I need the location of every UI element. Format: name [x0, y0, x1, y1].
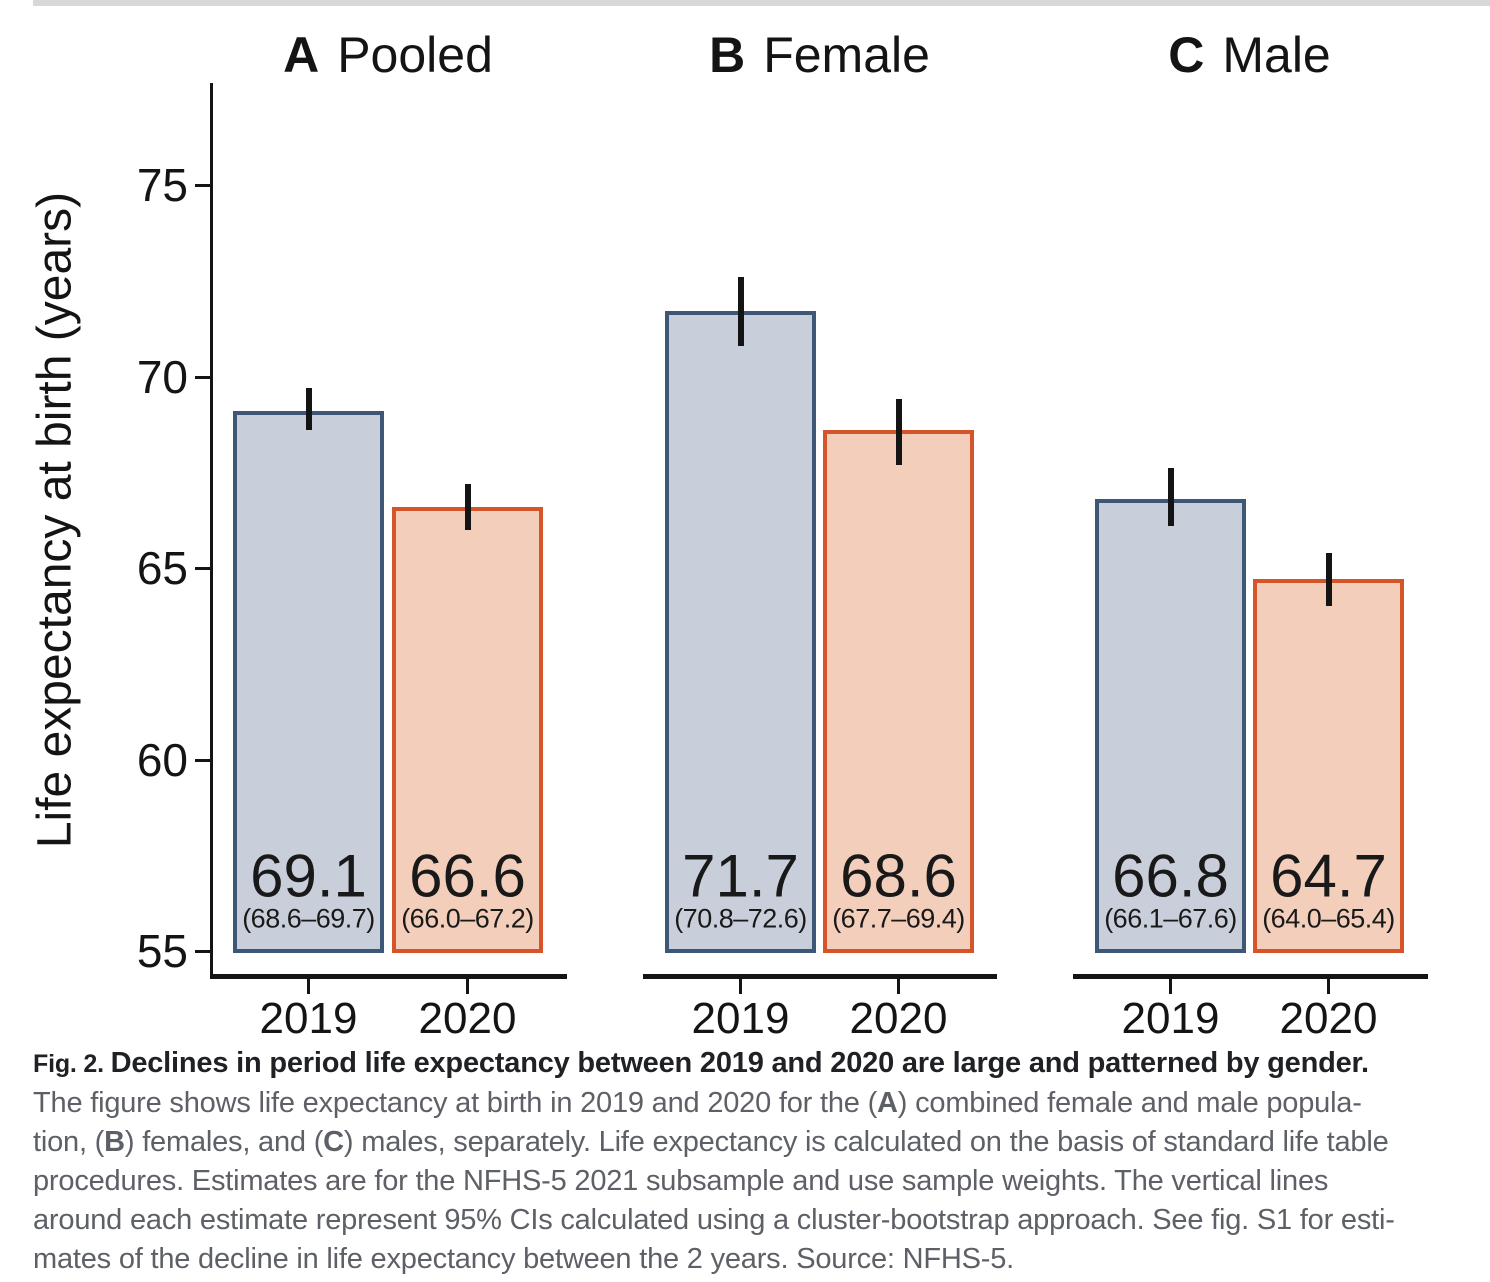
caption-text-segment: B	[104, 1126, 125, 1158]
caption-body-line: The figure shows life expectancy at birt…	[33, 1084, 1483, 1123]
bar-2020	[392, 507, 543, 953]
panel-title: A Pooled	[283, 26, 493, 84]
x-axis-line	[211, 974, 567, 979]
caption-text-segment: Fig. 2.	[33, 1050, 111, 1078]
x-axis-category-label: 2020	[849, 994, 948, 1043]
caption-text-segment: around each estimate represent 95% CIs c…	[33, 1204, 1395, 1236]
bar-value-label: 66.8	[1112, 842, 1229, 910]
caption-text-segment: tion, (	[33, 1126, 105, 1158]
bar-value-label: 68.6	[840, 842, 957, 910]
bar-2020	[1253, 579, 1404, 953]
panel-letter: A	[283, 27, 320, 83]
y-axis-tick	[195, 376, 210, 379]
y-axis-tick	[195, 950, 210, 953]
bar-value-label: 66.6	[409, 842, 526, 910]
panel-title-label: Pooled	[337, 27, 493, 83]
x-axis-category-label: 2019	[1121, 994, 1220, 1043]
caption-body-line: tion, (B) females, and (C) males, separa…	[33, 1123, 1483, 1162]
x-axis-tick	[1169, 979, 1172, 994]
y-axis-tick-label: 65	[136, 542, 188, 594]
caption-text-segment: A	[877, 1087, 898, 1119]
bar-value-label: 71.7	[682, 842, 799, 910]
figure-caption: Fig. 2. Declines in period life expectan…	[33, 1044, 1483, 1279]
bar-value-label: 69.1	[250, 842, 367, 910]
x-axis-tick	[307, 979, 310, 994]
panel-title-label: Female	[763, 27, 930, 83]
panel-title: C Male	[1168, 26, 1330, 84]
caption-text-segment: The figure shows life expectancy at birt…	[33, 1087, 878, 1119]
panel-letter: C	[1168, 27, 1205, 83]
bar-ci-label: (67.7–69.4)	[832, 903, 965, 934]
error-bar	[464, 484, 471, 530]
x-axis-category-label: 2020	[418, 994, 517, 1043]
error-bar	[895, 399, 902, 465]
error-bar	[1167, 468, 1174, 526]
error-bar	[737, 277, 744, 346]
y-axis-tick	[195, 759, 210, 762]
x-axis-tick	[466, 979, 469, 994]
panel-letter: B	[709, 27, 746, 83]
bar-2020	[823, 430, 974, 953]
caption-body-line: procedures. Estimates are for the NFHS-5…	[33, 1162, 1483, 1201]
bar-2019	[1095, 499, 1246, 953]
x-axis-category-label: 2019	[259, 994, 358, 1043]
bar-ci-label: (66.1–67.6)	[1104, 903, 1237, 934]
bar-2019	[233, 411, 384, 953]
life-expectancy-bar-chart: Life expectancy at birth (years) 55 60 65 70…	[29, 26, 1428, 1043]
caption-text-segment: ) males, separately. Life expectancy is …	[343, 1126, 1389, 1158]
bar-ci-label: (68.6–69.7)	[242, 903, 375, 934]
bar-ci-label: (70.8–72.6)	[674, 903, 807, 934]
x-axis-tick	[1327, 979, 1330, 994]
caption-text-segment: ) females, and (	[124, 1126, 324, 1158]
y-axis-tick-label: 60	[136, 734, 188, 786]
caption-title-line: Fig. 2. Declines in period life expectan…	[33, 1044, 1483, 1084]
caption-text-segment: procedures. Estimates are for the NFHS-5…	[33, 1165, 1329, 1197]
x-axis-tick	[897, 979, 900, 994]
y-axis-line	[210, 83, 213, 979]
caption-text-segment: mates of the decline in life expectancy …	[33, 1243, 1014, 1275]
caption-text-segment: C	[323, 1126, 344, 1158]
top-divider	[33, 0, 1490, 6]
x-axis-line	[1073, 974, 1428, 979]
error-bar	[305, 388, 312, 430]
error-bar	[1325, 553, 1332, 606]
caption-text-segment: Declines in period life expectancy betwe…	[110, 1047, 1369, 1079]
x-axis-category-label: 2019	[691, 994, 790, 1043]
x-axis-line	[643, 974, 997, 979]
x-axis-category-label: 2020	[1279, 994, 1378, 1043]
y-axis-tick	[195, 184, 210, 187]
caption-text-segment: ) combined female and male popula-	[897, 1087, 1362, 1119]
bar-ci-label: (64.0–65.4)	[1262, 903, 1395, 934]
bar-ci-label: (66.0–67.2)	[401, 903, 534, 934]
panel-title-label: Male	[1222, 27, 1331, 83]
bar-2019	[665, 311, 816, 953]
y-axis-tick-label: 70	[136, 351, 188, 403]
y-axis-tick	[195, 567, 210, 570]
y-axis-tick-label: 55	[136, 925, 188, 977]
y-axis-tick-label: 75	[136, 159, 188, 211]
bar-value-label: 64.7	[1270, 842, 1387, 910]
panel-title: B Female	[709, 26, 930, 84]
x-axis-tick	[739, 979, 742, 994]
caption-body-line: around each estimate represent 95% CIs c…	[33, 1201, 1483, 1240]
caption-body-line: mates of the decline in life expectancy …	[33, 1240, 1483, 1279]
